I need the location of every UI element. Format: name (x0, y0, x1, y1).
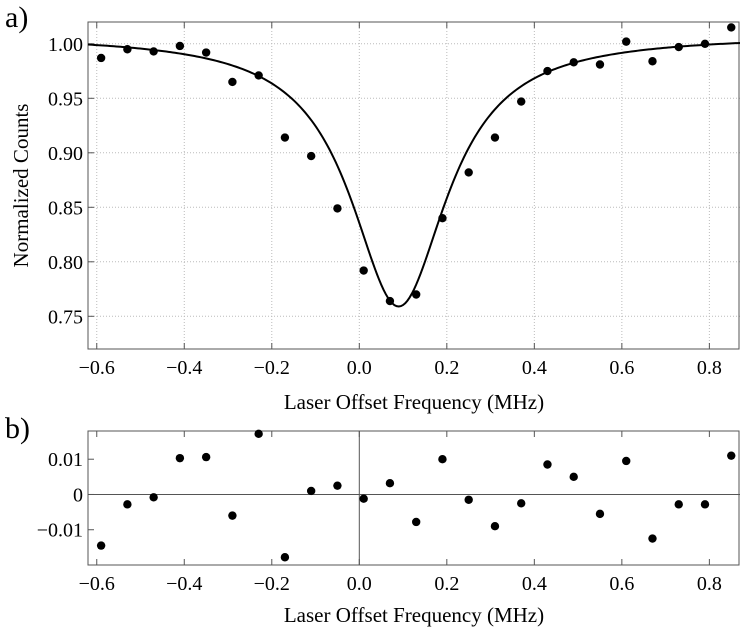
data-point (490, 133, 500, 142)
residual-point (175, 453, 185, 463)
x-tick-label: −0.4 (166, 573, 202, 595)
residual-point (438, 455, 447, 464)
x-tick-label: 0.4 (522, 573, 547, 595)
x-tick-label: 0.2 (434, 357, 459, 379)
y-tick-label: 0.95 (48, 88, 83, 110)
panel-b: b) −0.6 −0.4 −0.2 0.0 0.2 0.4 0.6 0.8 −0.01 0 0.0… (5, 412, 740, 627)
x-tick-label: 0.8 (697, 573, 722, 595)
y-tick-label: 0.85 (48, 197, 83, 219)
data-point (674, 42, 683, 52)
panel-a-frame (87, 21, 740, 350)
x-tick-label: 0.0 (347, 573, 372, 595)
panel-b-points (96, 429, 736, 562)
residual-point (595, 509, 605, 519)
x-tick-label: −0.4 (166, 357, 202, 379)
data-point (411, 290, 421, 299)
x-tick-label: −0.2 (254, 573, 290, 595)
x-tick-label: 0.6 (609, 573, 634, 595)
data-point (96, 53, 106, 63)
panel-a: a) −0.6 −0.4 −0.2 0.0 0.2 0.4 0.6 0.8 0.750.800… (5, 1, 740, 414)
x-tick-label: −0.6 (79, 357, 115, 379)
y-tick-label: 0.90 (48, 143, 83, 165)
residual-point (674, 500, 683, 509)
x-tick-label: 0.4 (522, 357, 547, 379)
data-point (569, 58, 578, 67)
x-tick-label: −0.6 (79, 573, 115, 595)
panel-a-x-axis-label: Laser Offset Frequency (MHz) (284, 390, 544, 414)
data-point (228, 77, 237, 87)
residual-point (569, 472, 578, 482)
panel-a-grid (88, 22, 740, 349)
residual-point (727, 451, 736, 460)
residual-point (201, 452, 211, 462)
data-point (280, 133, 290, 142)
data-point (517, 97, 526, 106)
data-point (438, 214, 447, 223)
data-point (727, 23, 736, 32)
residual-point (543, 460, 552, 469)
residual-point (700, 500, 710, 509)
data-point (175, 41, 185, 51)
residual-point (123, 500, 132, 509)
residual-point (228, 511, 237, 520)
panel-a-y-axis-label: Normalized Counts (9, 104, 33, 268)
y-tick-label: 0 (73, 484, 83, 506)
panel-b-x-ticks: −0.6 −0.4 −0.2 0.0 0.2 0.4 0.6 0.8 (79, 431, 722, 595)
residual-point (149, 493, 158, 502)
data-point (359, 266, 368, 275)
data-point (254, 71, 263, 80)
y-tick-label: −0.01 (37, 520, 83, 542)
residual-point (517, 499, 526, 508)
residual-point (96, 541, 106, 550)
residual-point (411, 517, 421, 527)
data-point (700, 39, 710, 48)
residual-point (254, 429, 263, 439)
residual-point (648, 534, 657, 543)
residual-point (385, 478, 395, 488)
panel-b-label: b) (5, 412, 30, 445)
data-point (306, 151, 316, 161)
panel-b-y-ticks: −0.01 0 0.01 (37, 449, 94, 542)
x-tick-label: 0.8 (697, 357, 722, 379)
panel-a-label: a) (5, 1, 28, 34)
panel-a-points (96, 23, 736, 306)
data-point (149, 47, 158, 56)
data-point (595, 60, 605, 69)
data-point (333, 204, 342, 213)
y-tick-label: 0.01 (48, 449, 83, 471)
residual-point (306, 486, 316, 496)
residual-point (622, 456, 631, 466)
fit-curve (87, 41, 740, 308)
y-tick-label: 0.75 (48, 306, 83, 328)
panel-a-y-ticks: 0.75 0.80 0.85 0.90 0.95 1.00 (48, 34, 94, 328)
panel-b-frame (87, 430, 740, 566)
data-point (622, 37, 631, 46)
x-tick-label: 0.0 (347, 357, 372, 379)
residual-point (359, 494, 368, 503)
data-point (543, 66, 552, 76)
x-tick-label: 0.6 (609, 357, 634, 379)
residual-point (333, 481, 342, 490)
data-point (123, 45, 132, 54)
panel-a-x-ticks: −0.6 −0.4 −0.2 0.0 0.2 0.4 0.6 0.8 (79, 22, 722, 379)
data-point (464, 168, 473, 177)
panel-b-x-axis-label: Laser Offset Frequency (MHz) (284, 603, 544, 627)
y-tick-label: 1.00 (48, 34, 83, 56)
data-point (201, 48, 211, 57)
residual-point (464, 495, 473, 504)
data-point (385, 296, 395, 306)
residual-point (280, 553, 290, 562)
residual-point (490, 522, 500, 531)
y-tick-label: 0.80 (48, 252, 83, 274)
x-tick-label: 0.2 (434, 573, 459, 595)
x-tick-label: −0.2 (254, 357, 290, 379)
data-point (648, 57, 657, 66)
